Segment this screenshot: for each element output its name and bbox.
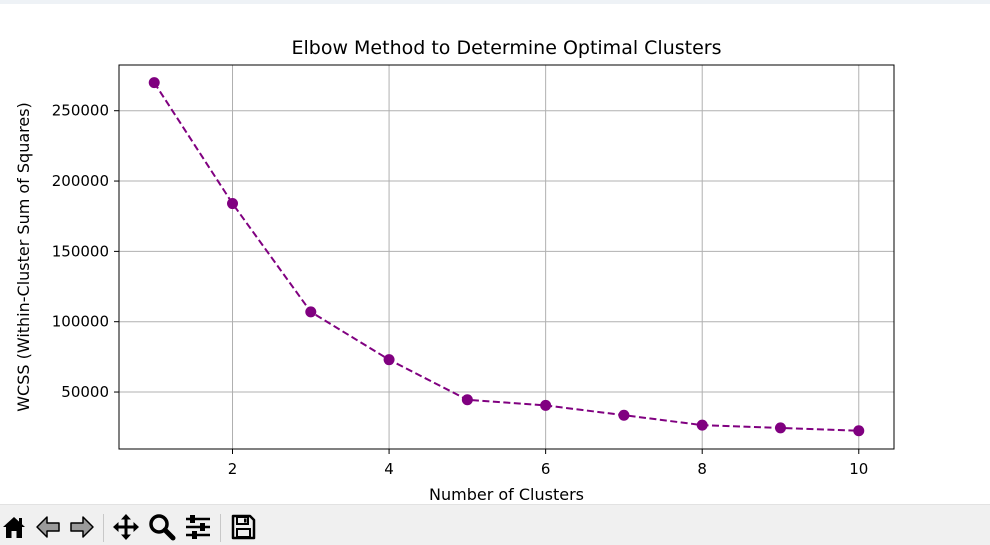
x-axis-ticks: 2 4 6 8 10 <box>228 449 868 478</box>
home-icon <box>3 517 25 538</box>
data-point <box>227 198 239 210</box>
toolbar-separator <box>220 514 221 542</box>
y-tick-label: 150000 <box>52 242 109 260</box>
window-top-strip <box>0 0 990 4</box>
forward-button[interactable] <box>68 513 96 541</box>
magnifier-icon <box>149 514 176 541</box>
series-line-layer <box>153 82 859 432</box>
save-button[interactable] <box>229 513 257 541</box>
x-tick-label: 4 <box>384 460 394 478</box>
x-tick-label: 2 <box>228 460 238 478</box>
y-axis-label: WCSS (Within-Cluster Sum of Squares) <box>14 102 33 412</box>
data-point <box>540 399 552 411</box>
y-tick-label: 200000 <box>52 172 109 190</box>
x-axis-label: Number of Clusters <box>429 485 584 504</box>
elbow-chart: 2 4 6 8 10 50000 100000 150000 200000 250000 Elb… <box>14 37 895 504</box>
floppy-disk-icon <box>231 514 256 540</box>
data-point <box>696 419 708 431</box>
series-line <box>153 82 859 432</box>
toolbar-separator <box>103 514 104 542</box>
y-tick-label: 50000 <box>61 383 109 401</box>
chart-title: Elbow Method to Determine Optimal Cluste… <box>291 37 721 59</box>
home-button[interactable] <box>0 513 28 541</box>
data-point <box>853 425 865 437</box>
data-point <box>461 394 473 406</box>
data-point <box>383 354 395 366</box>
zoom-button[interactable] <box>148 513 176 541</box>
x-tick-label: 6 <box>541 460 551 478</box>
series-markers <box>148 77 865 437</box>
navigation-toolbar <box>0 504 990 545</box>
pan-button[interactable] <box>112 513 140 541</box>
move-icon <box>113 514 139 540</box>
y-tick-label: 250000 <box>52 102 109 120</box>
x-tick-label: 10 <box>849 460 868 478</box>
y-axis-ticks: 50000 100000 150000 200000 250000 <box>52 102 119 401</box>
y-tick-label: 100000 <box>52 313 109 331</box>
back-button[interactable] <box>34 513 62 541</box>
grid <box>119 65 894 449</box>
x-tick-label: 8 <box>697 460 707 478</box>
data-point <box>148 77 160 89</box>
plot-frame <box>118 64 895 450</box>
sliders-icon <box>186 515 210 539</box>
configure-subplots-button[interactable] <box>184 513 212 541</box>
forward-arrow-icon <box>70 516 94 538</box>
data-point <box>305 306 317 318</box>
data-point <box>618 409 630 421</box>
figure-canvas: 2 4 6 8 10 50000 100000 150000 200000 250000 Elb… <box>0 4 990 504</box>
back-arrow-icon <box>36 516 60 538</box>
data-point <box>774 422 786 434</box>
